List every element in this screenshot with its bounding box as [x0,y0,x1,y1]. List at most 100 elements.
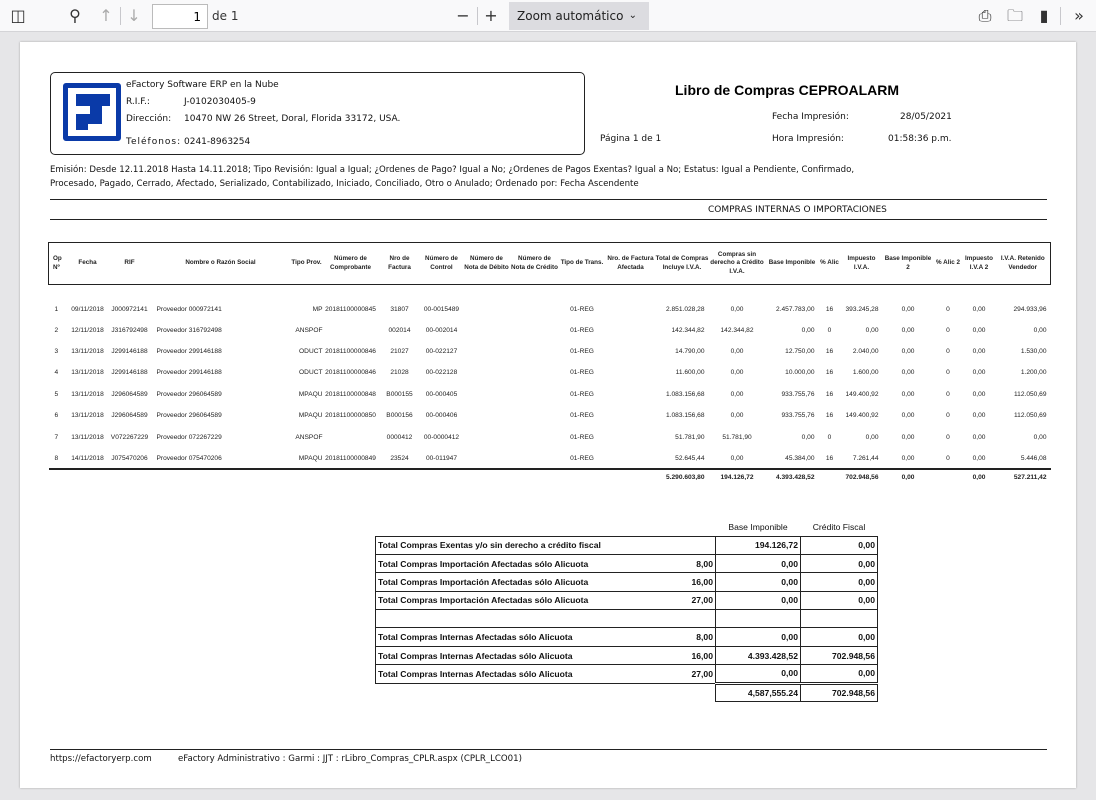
table-cell: 0 [946,454,950,462]
table-cell: 933.755,76 [781,390,815,398]
table-cell: 0,00 [865,326,879,334]
download-icon[interactable]: 🗀 [1006,6,1023,25]
more-tools-icon[interactable]: » [1074,6,1084,25]
table-row: 2 12/11/2018 J316792498 Proveedor 316792498… [49,320,1051,341]
table-cell: 0,00 [972,433,986,441]
print-icon[interactable]: ⎙ [978,6,992,25]
footer-url[interactable]: https://efactoryerp.com [50,754,152,764]
table-row: 6 13/11/2018 J296064589 Proveedor 296064589… [49,405,1051,426]
column-header: Fecha [66,242,109,285]
zoom-in-icon[interactable]: + [484,6,498,25]
table-cell [606,405,656,426]
table-cell: 01-REG [570,433,594,441]
table-cell: 0,00 [730,454,744,462]
summary-credit: 0,00 [800,664,878,684]
table-cell [606,320,656,341]
table-cell: J299146188 [111,348,148,356]
sidebar-toggle-icon[interactable]: ◫ [10,6,26,25]
table-cell: 10.000,00 [785,369,815,377]
summary-row: Total Compras Exentas y/o sin derecho a … [375,535,878,555]
table-cell: J075470206 [111,454,148,462]
total-cell [420,468,463,486]
report-title: Libro de Compras CEPROALARM [675,82,900,98]
table-cell: 13/11/2018 [71,369,104,377]
column-header: I.V.A. Retenido Vendedor [995,242,1051,285]
print-time-label: Hora Impresión: [772,134,844,144]
table-row: 3 13/11/2018 J299146188 Proveedor 299146188… [49,341,1051,362]
summary-base: 0,00 [715,664,801,684]
page-number-input[interactable] [152,4,208,29]
table-cell: 0,00 [730,412,744,420]
table-cell: 1.083.156,68 [665,412,705,420]
table-cell: J296064589 [111,390,148,398]
table-cell: Proveedor 000972141 [156,305,222,313]
zoom-out-icon[interactable]: − [456,6,470,25]
table-cell: 16 [825,454,834,462]
table-cell: Proveedor 296064589 [156,412,222,420]
table-cell: 112.050,69 [1013,390,1047,398]
table-cell: 0,00 [801,326,815,334]
bookmark-icon[interactable]: ▮ [1039,6,1049,25]
table-cell: MPAQU [298,390,323,398]
total-cell: 0,00 [962,468,996,486]
summary-total-credit: 702.948,56 [800,681,878,703]
rif-value: J-0102030405-9 [184,97,256,107]
total-cell [510,468,559,486]
table-cell: 0,00 [801,433,815,441]
table-cell: 002014 [388,326,411,334]
summary-row: Total Compras Internas Afectadas sólo Al… [375,627,878,647]
total-cell [108,468,151,486]
table-cell: 01-REG [570,369,594,377]
summary-row: Total Compras Importación Afectadas sólo… [375,553,878,574]
table-cell: 20181100000849 [325,454,376,462]
table-cell: 1.530,00 [1020,348,1047,356]
table-cell: 0,00 [730,369,744,377]
table-cell: 0,00 [1033,326,1047,334]
table-cell [463,426,511,447]
table-cell [463,320,511,341]
table-cell: 13/11/2018 [71,412,104,420]
table-cell: 4 [54,369,59,377]
summary-base [715,609,801,629]
column-header: RIF [108,242,151,285]
column-header: Op Nº [48,242,67,285]
table-cell: Proveedor 296064589 [156,390,222,398]
table-cell [606,448,656,469]
table-cell [606,362,656,383]
company-box: eFactory Software ERP en la Nube R.I.F.:… [50,72,585,155]
table-cell: 7 [54,433,59,441]
table-cell: 0,00 [730,390,744,398]
summary-label: Total Compras Importación Afectadas sólo… [375,572,716,592]
table-cell: 00-000405 [425,390,458,398]
table-cell: 1.083.156,68 [665,390,705,398]
table-cell: 00-0000412 [423,433,460,441]
table-cell: 51.781,90 [675,433,705,441]
table-cell: 0 [946,326,950,334]
total-cell [66,468,109,486]
summary-row: Total Compras Internas Afectadas sólo Al… [375,645,878,666]
summary-label: Total Compras Importación Afectadas sólo… [375,553,716,574]
summary-label: Total Compras Internas Afectadas sólo Al… [375,627,716,647]
table-cell: 0 [827,433,832,441]
table-cell: J299146188 [111,369,148,377]
total-cell [605,468,656,486]
total-cell: 5.290.603,80 [655,468,709,486]
summary-base: 0,00 [715,627,801,647]
total-cell [322,468,379,486]
table-cell: 00-002014 [425,326,458,334]
table-cell: 0 [946,348,950,356]
total-cell [462,468,511,486]
phone-value: 0241-8963254 [184,137,251,147]
previous-page-icon[interactable]: ↑ [99,6,113,25]
next-page-icon[interactable]: ↓ [127,6,141,25]
table-cell: 0 [946,390,950,398]
summary-header-credit: Crédito Fiscal [812,521,866,532]
table-cell: 01-REG [570,390,594,398]
search-icon[interactable]: ⚲ [69,6,81,25]
table-cell: 16 [825,412,834,420]
table-cell: 393.245,28 [845,305,879,313]
address-value: 10470 NW 26 Street, Doral, Florida 33172… [184,114,401,124]
table-cell: ODUCT [299,348,323,356]
purchases-table: Op Nº Fecha RIF Nombre o Razón Social Tipo P… [48,242,1051,486]
zoom-select[interactable]: Zoom automático ⌄ [509,2,649,30]
